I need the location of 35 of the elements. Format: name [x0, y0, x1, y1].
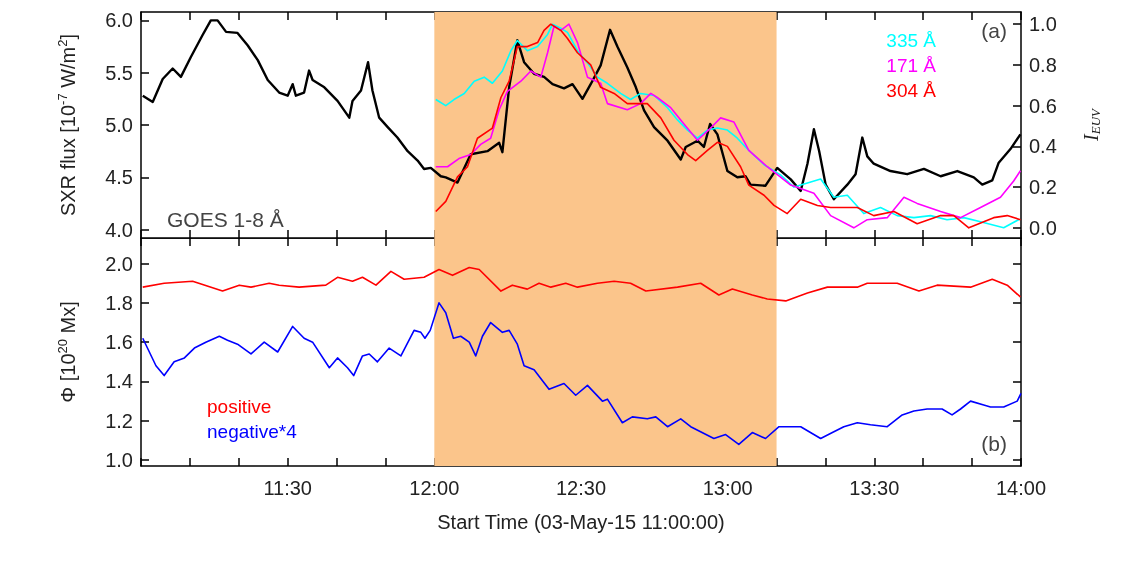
- x-tick-label: 12:00: [409, 477, 460, 499]
- y-tick-label: 1.8: [105, 291, 133, 314]
- y2-tick-label: 0.4: [1029, 135, 1057, 158]
- x-tick-label: 11:30: [263, 477, 312, 499]
- x-tick-label: 14:00: [995, 477, 1047, 499]
- y2-axis-title: IEUV: [1079, 106, 1103, 142]
- y2-tick-label: 0.0: [1029, 216, 1057, 239]
- y-tick-label: 4.5: [105, 166, 133, 189]
- line-series: [141, 266, 1022, 302]
- text: 171 Å: [886, 55, 937, 76]
- text: negative*4: [207, 421, 298, 442]
- y2-tick-label: 0.2: [1029, 176, 1057, 199]
- y-tick-label: 1.4: [105, 370, 133, 393]
- x-tick-label: 13:00: [702, 477, 753, 499]
- text: 335 Å: [886, 30, 937, 51]
- y-tick-label: 5.0: [105, 114, 133, 136]
- y-tick-label: 1.6: [105, 331, 133, 354]
- x-tick-label: 13:30: [849, 477, 900, 499]
- y-tick-label: 1.0: [105, 449, 133, 472]
- annotation: GOES 1-8 Å: [167, 208, 284, 231]
- annotation: (b): [981, 432, 1008, 455]
- y2-tick-label: 1.0: [1029, 13, 1057, 36]
- x-axis-title: Start Time (03-May-15 11:00:00): [437, 511, 725, 533]
- y2-tick-label: 0.6: [1029, 94, 1057, 117]
- y-tick-label: 2.0: [105, 252, 133, 275]
- text: 304 Å: [886, 80, 937, 101]
- x-tick-label: 12:30: [555, 477, 607, 499]
- y-tick-label: 5.5: [105, 61, 133, 84]
- text: positive: [207, 396, 272, 417]
- annotation: (a): [981, 19, 1008, 42]
- y-tick-label: 1.2: [105, 409, 133, 432]
- y2-tick-label: 0.8: [1029, 53, 1057, 76]
- y-axis-title: Φ [1020 Mx]: [55, 301, 79, 403]
- y-tick-label: 4.0: [105, 218, 133, 241]
- y-tick-label: 6.0: [105, 9, 133, 32]
